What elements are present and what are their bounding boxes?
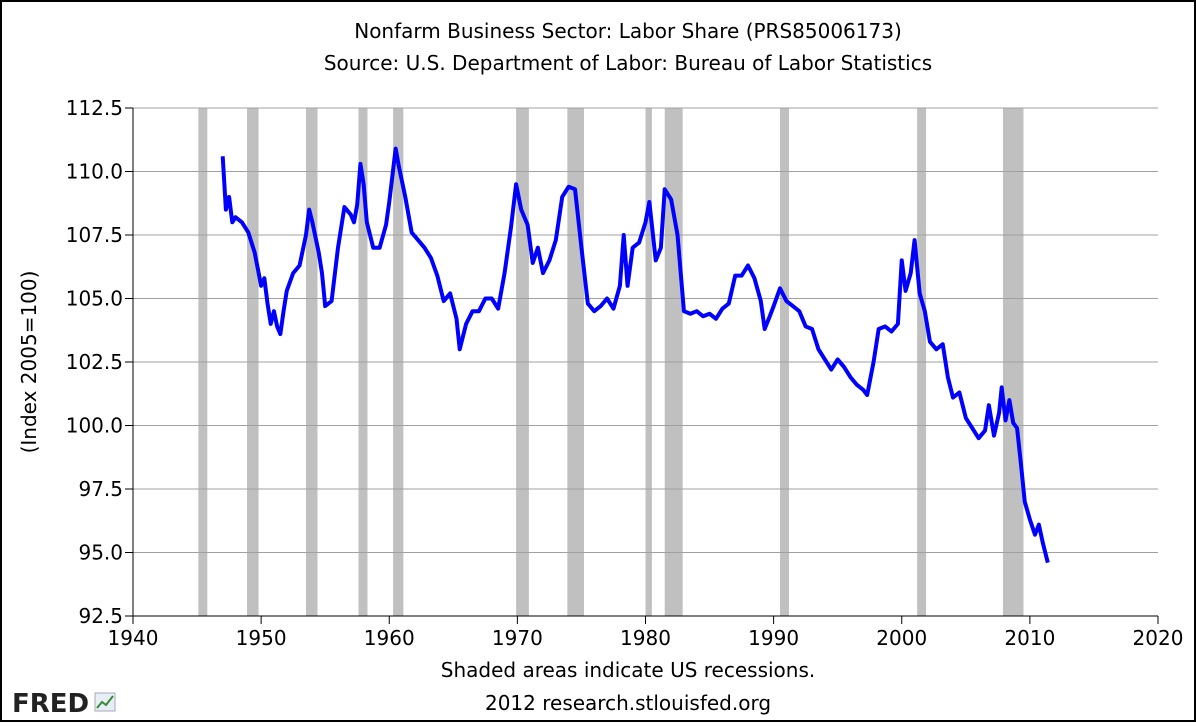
x-tick-label: 1940	[108, 626, 159, 650]
x-tick-label: 1950	[236, 626, 287, 650]
note: Shaded areas indicate US recessions.	[441, 658, 815, 682]
chart-subtitle: Source: U.S. Department of Labor: Bureau…	[324, 51, 932, 75]
x-tick-label: 1980	[620, 626, 671, 650]
x-tick-label: 1990	[748, 626, 799, 650]
y-tick-label: 92.5	[78, 604, 123, 628]
x-tick-label: 2000	[876, 626, 927, 650]
x-tick-label: 1960	[364, 626, 415, 650]
x-tick-label: 2010	[1004, 626, 1055, 650]
logo-icon	[94, 692, 116, 712]
y-tick-label: 95.0	[78, 541, 123, 565]
y-tick-label: 110.0	[66, 160, 123, 184]
y-tick-label: 102.5	[66, 350, 123, 374]
y-tick-label: 97.5	[78, 477, 123, 501]
x-tick-label: 1970	[492, 626, 543, 650]
plot-area: 92.5 95.0 97.5 100.0 102.5 105.0 107.5 110.0 112…	[66, 96, 1184, 650]
y-tick-label: 107.5	[66, 223, 123, 247]
logo: FRED	[12, 689, 89, 719]
x-tick-label: 2020	[1133, 626, 1184, 650]
credit: 2012 research.stlouisfed.org	[485, 691, 771, 715]
y-tick-label: 100.0	[66, 414, 123, 438]
y-tick-label: 112.5	[66, 96, 123, 120]
data-line	[220, 146, 1050, 564]
chart-title: Nonfarm Business Sector: Labor Share (PR…	[354, 19, 902, 43]
y-tick-label: 105.0	[66, 287, 123, 311]
y-axis-label: (Index 2005=100)	[17, 271, 41, 454]
